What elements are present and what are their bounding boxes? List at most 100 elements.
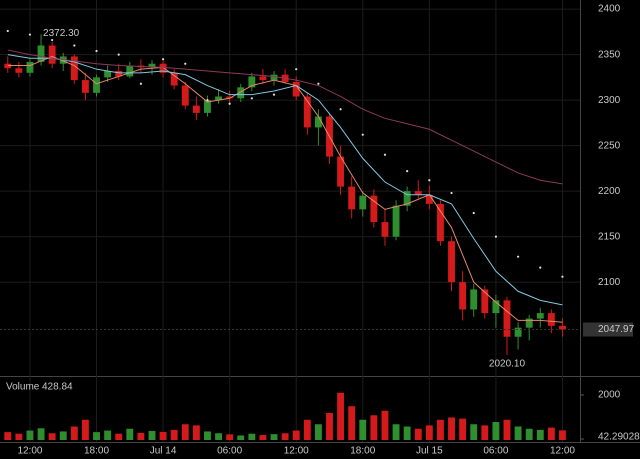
volume-bar [204,431,211,440]
volume-bar [170,429,178,440]
low-label: 2020.10 [489,359,526,370]
volume-bar [148,431,156,440]
volume-bar [226,434,234,440]
volume-bar [370,415,378,440]
volume-bar [292,430,300,440]
x-tick-label: 18:00 [84,446,109,457]
candle-body [192,105,200,113]
sar-dot [95,49,98,53]
moving-average-line [7,54,563,306]
volume-bar [192,425,200,440]
candle-body [547,313,555,326]
candle-body [348,186,356,210]
candle-body [403,191,411,206]
volume-bar [270,434,278,440]
candle-body [414,191,422,195]
volume-bar [348,406,356,440]
candle-body [81,80,89,93]
volume-bar [337,392,345,440]
candle-body [359,195,367,210]
candle-body [381,222,389,237]
candle-body [48,45,56,64]
sar-dot [250,97,253,100]
candle-body [115,70,123,77]
volume-bar [503,419,511,440]
volume-bar [459,418,467,440]
volume-tick-label: 42.290287 [598,432,640,443]
volume-bar [115,433,123,440]
y-tick-label: 2150 [598,231,621,242]
candle-body [93,77,100,93]
sar-dot [494,235,498,238]
candle-body [425,194,433,204]
x-tick-label: Jul 14 [150,446,177,457]
sar-dot [428,179,431,182]
sar-dot [516,255,520,258]
volume-bar [359,419,367,440]
candle-body [559,325,566,330]
volume-bar [37,428,45,440]
volume-bar [414,428,422,440]
candle-body [259,76,267,81]
sar-dot [339,108,342,111]
moving-average-line [7,49,563,185]
x-tick-label: 06:00 [483,446,508,457]
candle-body [514,327,522,337]
sar-dot [406,170,409,173]
sar-dot [383,153,387,156]
volume-bar [159,431,167,440]
sar-dot [206,99,209,102]
candle-body [159,63,167,73]
volume-bar [303,419,311,440]
candle-body [270,74,278,81]
y-tick-label: 2400 [598,4,621,15]
x-tick-label: 12:00 [17,446,42,457]
sar-dot [117,53,120,56]
sar-dot [539,266,542,269]
candle-body [470,289,478,310]
candle-body [70,56,78,81]
candle-body [314,116,322,128]
candle-body [170,72,178,86]
candle-body [303,96,311,128]
volume-bar [536,429,544,440]
volume-bar [281,433,289,440]
y-tick-label: 2250 [598,140,621,151]
volume-bar [81,419,89,440]
sar-dot [317,82,320,85]
volume-bar [4,432,12,440]
volume-bar [137,432,145,440]
volume-bar [481,425,489,440]
volume-title: Volume [6,382,40,393]
volume-bar [248,433,256,440]
x-tick-label: 12:00 [284,446,309,457]
candle-body [503,300,511,337]
last-price-box [583,322,633,337]
sar-dot [561,275,564,278]
candle-body [126,65,134,77]
volume-bar [26,430,34,440]
volume-last: 428.84 [42,382,73,393]
candle-body [459,282,467,310]
volume-bar [237,435,245,440]
y-tick-label: 2100 [598,277,621,288]
x-tick-label: 18:00 [350,446,375,457]
candle-body [436,203,444,242]
candle-body [204,100,211,113]
volume-bar [425,425,433,440]
volume-bar [436,419,444,440]
volume-bar [215,433,222,440]
candle-body [337,156,345,187]
candle-body [215,96,222,101]
candle-body [15,68,23,73]
sar-dot [161,58,165,61]
high-label: 2372.30 [43,28,80,39]
candle-body [237,87,245,99]
sar-dot [73,44,76,47]
volume-bar [381,410,389,440]
volume-bar [514,426,522,440]
volume-tick-label: 2000 [598,390,621,401]
candle-body [292,81,300,97]
candle-body [392,205,400,237]
